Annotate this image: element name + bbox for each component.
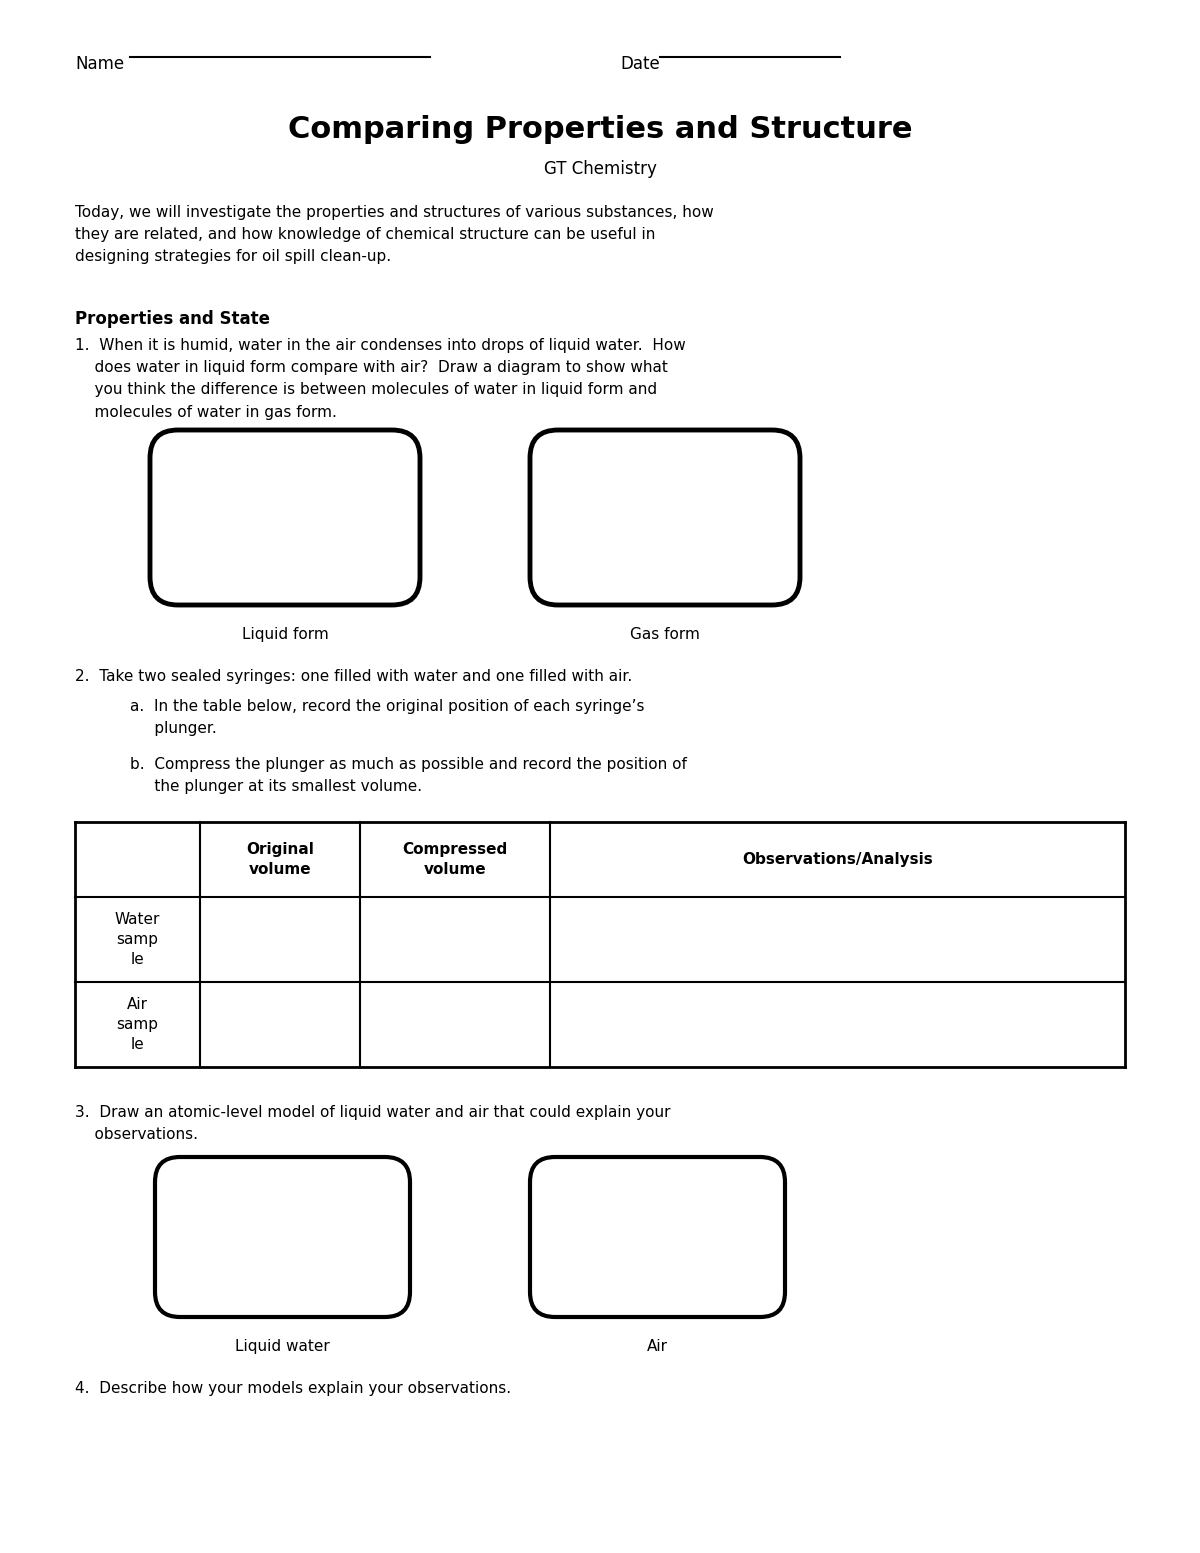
FancyBboxPatch shape [155, 1157, 410, 1317]
Text: Compressed
volume: Compressed volume [402, 842, 508, 877]
Text: 4.  Describe how your models explain your observations.: 4. Describe how your models explain your… [74, 1381, 511, 1396]
Text: Water
samp
le: Water samp le [115, 912, 160, 968]
Text: GT Chemistry: GT Chemistry [544, 160, 656, 179]
Text: Today, we will investigate the properties and structures of various substances, : Today, we will investigate the propertie… [74, 205, 714, 264]
Text: 3.  Draw an atomic-level model of liquid water and air that could explain your
 : 3. Draw an atomic-level model of liquid … [74, 1106, 671, 1141]
Text: Air: Air [647, 1339, 667, 1354]
Text: Liquid form: Liquid form [241, 627, 329, 641]
Text: Comparing Properties and Structure: Comparing Properties and Structure [288, 115, 912, 144]
FancyBboxPatch shape [150, 430, 420, 606]
Text: Properties and State: Properties and State [74, 311, 270, 328]
FancyBboxPatch shape [530, 430, 800, 606]
Text: a.  In the table below, record the original position of each syringe’s
     plun: a. In the table below, record the origin… [130, 699, 644, 736]
Text: Date: Date [620, 54, 660, 73]
FancyBboxPatch shape [530, 1157, 785, 1317]
Text: Air
samp
le: Air samp le [116, 997, 158, 1051]
Text: 2.  Take two sealed syringes: one filled with water and one filled with air.: 2. Take two sealed syringes: one filled … [74, 669, 632, 683]
Text: Observations/Analysis: Observations/Analysis [742, 853, 932, 867]
Text: 1.  When it is humid, water in the air condenses into drops of liquid water.  Ho: 1. When it is humid, water in the air co… [74, 339, 685, 419]
Text: Liquid water: Liquid water [235, 1339, 329, 1354]
Text: Name: Name [74, 54, 124, 73]
Text: b.  Compress the plunger as much as possible and record the position of
     the: b. Compress the plunger as much as possi… [130, 756, 686, 794]
Text: Original
volume: Original volume [246, 842, 314, 877]
Text: Gas form: Gas form [630, 627, 700, 641]
